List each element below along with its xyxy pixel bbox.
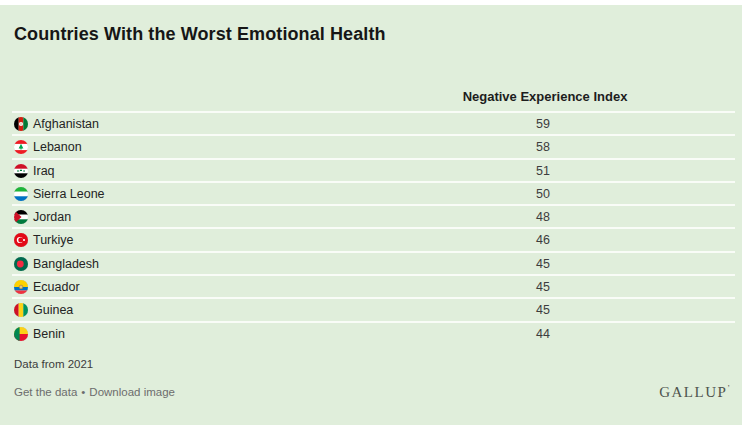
value-cell: 45 xyxy=(463,299,623,321)
chart-panel: Countries With the Worst Emotional Healt… xyxy=(0,5,742,425)
links-separator: • xyxy=(81,386,85,398)
flag-benin-icon xyxy=(14,327,28,341)
get-the-data-link[interactable]: Get the data xyxy=(14,386,77,398)
country-label: Turkiye xyxy=(33,229,74,251)
value-cell: 45 xyxy=(463,253,623,275)
value-cell: 50 xyxy=(463,183,623,205)
country-label: Jordan xyxy=(33,206,71,228)
value-cell: 45 xyxy=(463,276,623,298)
table-row: Lebanon 58 xyxy=(12,134,735,157)
flag-afghanistan-icon xyxy=(14,117,28,131)
value-column-header: Negative Experience Index xyxy=(400,89,690,104)
table-row: Benin 44 xyxy=(12,321,735,344)
table-row: Ecuador 45 xyxy=(12,274,735,297)
table-row: Sierra Leone 50 xyxy=(12,181,735,204)
country-label: Lebanon xyxy=(33,136,82,158)
table-row: Bangladesh 45 xyxy=(12,251,735,274)
gallup-logo-text: GALLUP xyxy=(659,384,727,400)
chart-title: Countries With the Worst Emotional Healt… xyxy=(14,24,386,45)
value-cell: 48 xyxy=(463,206,623,228)
flag-lebanon-icon xyxy=(14,140,28,154)
country-label: Iraq xyxy=(33,160,55,182)
value-cell: 59 xyxy=(463,113,623,135)
trademark-mark: ’ xyxy=(727,384,730,393)
table-row: Iraq 51 xyxy=(12,158,735,181)
table-row: Turkiye 46 xyxy=(12,227,735,250)
flag-turkiye-icon xyxy=(14,233,28,247)
flag-ecuador-icon xyxy=(14,280,28,294)
country-table: Afghanistan 59 Lebanon 58 Iraq 51 Sierra… xyxy=(12,111,735,344)
download-image-link[interactable]: Download image xyxy=(89,386,175,398)
footer-links: Get the data • Download image xyxy=(14,386,175,398)
table-row: Guinea 45 xyxy=(12,297,735,320)
country-label: Bangladesh xyxy=(33,253,99,275)
value-cell: 44 xyxy=(463,323,623,345)
value-cell: 46 xyxy=(463,229,623,251)
table-row: Afghanistan 59 xyxy=(12,111,735,134)
flag-bangladesh-icon xyxy=(14,257,28,271)
country-label: Afghanistan xyxy=(33,113,99,135)
value-cell: 51 xyxy=(463,160,623,182)
flag-guinea-icon xyxy=(14,303,28,317)
flag-sierra-leone-icon xyxy=(14,187,28,201)
gallup-logo: GALLUP’ xyxy=(659,384,730,401)
country-label: Benin xyxy=(33,323,65,345)
country-label: Ecuador xyxy=(33,276,80,298)
flag-iraq-icon xyxy=(14,164,28,178)
country-label: Guinea xyxy=(33,299,73,321)
value-cell: 58 xyxy=(463,136,623,158)
table-row: Jordan 48 xyxy=(12,204,735,227)
country-label: Sierra Leone xyxy=(33,183,105,205)
flag-jordan-icon xyxy=(14,210,28,224)
data-note: Data from 2021 xyxy=(14,358,93,370)
